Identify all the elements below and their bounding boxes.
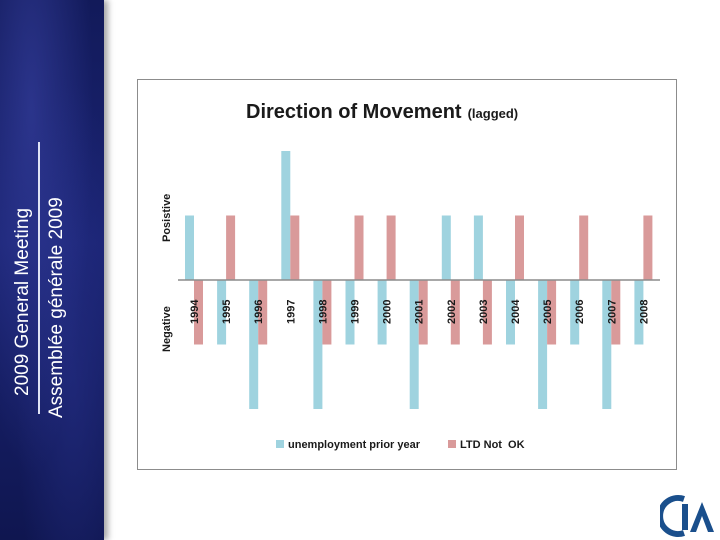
bar-ltd-1994 — [194, 280, 203, 345]
bar-ltd-2002 — [450, 280, 460, 345]
chart-frame: Direction of Movement (lagged) Posistive … — [137, 79, 677, 470]
bar-unemployment-1999 — [345, 280, 355, 345]
sidebar-banner: 2009 General Meeting Assemblée générale … — [0, 0, 104, 540]
legend-swatch-ltd — [448, 440, 456, 448]
bar-ltd-2003 — [482, 280, 492, 345]
bar-ltd-2000 — [386, 215, 396, 280]
bar-ltd-1999 — [354, 215, 364, 280]
bar-ltd-2007 — [611, 280, 621, 345]
tick-label-1997: 1997 — [285, 300, 297, 324]
tick-label-2008: 2008 — [638, 300, 650, 324]
bar-unemployment-2005 — [538, 280, 548, 409]
bar-unemployment-2002 — [441, 215, 451, 280]
bar-unemployment-1995 — [217, 280, 227, 345]
sidebar-divider — [38, 142, 40, 414]
positive-label: Posistive — [161, 194, 173, 242]
tick-label-2003: 2003 — [478, 300, 490, 324]
tick-label-1998: 1998 — [317, 300, 329, 324]
bar-group — [185, 151, 653, 409]
bar-ltd-1998 — [322, 280, 332, 345]
tick-label-2004: 2004 — [510, 299, 522, 324]
tick-label-1994: 1994 — [189, 299, 201, 324]
bar-ltd-1995 — [226, 215, 236, 280]
chart-subtitle: (lagged) — [468, 106, 519, 121]
chart-legend: unemployment prior year LTD Not OK — [276, 439, 525, 451]
bar-ltd-2005 — [547, 280, 557, 345]
bar-unemployment-2007 — [602, 280, 612, 409]
bar-unemployment-2006 — [570, 280, 580, 345]
tick-label-2000: 2000 — [382, 300, 394, 324]
bar-ltd-2006 — [579, 215, 589, 280]
bar-ltd-1996 — [258, 280, 268, 345]
tick-label-2006: 2006 — [574, 300, 586, 324]
legend-label-ltd: LTD Not OK — [460, 439, 525, 451]
bar-unemployment-2000 — [377, 280, 387, 345]
meeting-title-french: Assemblée générale 2009 — [46, 197, 67, 418]
bar-ltd-2001 — [418, 280, 428, 345]
cia-logo-icon — [660, 495, 714, 537]
legend-swatch-unemployment — [276, 440, 284, 448]
bar-ltd-2004 — [515, 215, 524, 280]
bar-unemployment-1998 — [313, 280, 323, 409]
tick-label-1996: 1996 — [253, 300, 265, 324]
bar-unemployment-2003 — [473, 215, 483, 280]
bar-unemployment-2004 — [506, 280, 515, 345]
bar-unemployment-2008 — [634, 280, 644, 345]
direction-chart: Direction of Movement (lagged) Posistive … — [161, 101, 660, 451]
bar-unemployment-1996 — [249, 280, 259, 409]
tick-label-1995: 1995 — [221, 300, 233, 324]
bar-unemployment-1994 — [185, 215, 194, 280]
legend-label-unemployment: unemployment prior year — [288, 439, 421, 451]
bar-ltd-1997 — [290, 215, 300, 280]
negative-label: Negative — [161, 306, 173, 352]
bar-unemployment-2001 — [409, 280, 419, 409]
bar-unemployment-1997 — [281, 151, 291, 280]
meeting-title-english: 2009 General Meeting — [12, 207, 33, 396]
tick-label-2002: 2002 — [446, 300, 458, 324]
tick-label-2007: 2007 — [606, 300, 618, 324]
tick-label-group: 1994 1995 1996 1997 1998 1999 2000 2001 2002 2003… — [189, 299, 650, 324]
tick-label-1999: 1999 — [350, 300, 362, 324]
chart-title: Direction of Movement (lagged) — [246, 101, 518, 123]
tick-label-2005: 2005 — [542, 300, 554, 324]
bar-ltd-2008 — [643, 215, 653, 280]
tick-label-2001: 2001 — [414, 300, 426, 324]
